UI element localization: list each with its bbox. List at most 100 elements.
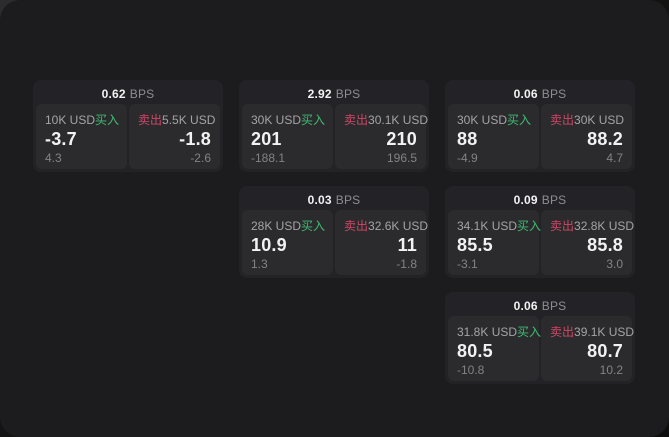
bps-header: 0.03 BPS (242, 189, 426, 210)
sell-amount: 30K USD (574, 112, 625, 127)
buy-amount: 10K USD (45, 112, 96, 127)
buy-panel-top: 31.8K USD 买入 (457, 323, 541, 340)
buy-panel-top: 34.1K USD 买入 (457, 217, 541, 234)
sell-panel-top: 卖出 30K USD (550, 111, 625, 128)
sell-panel-top: 卖出 30.1K USD (344, 111, 428, 128)
buy-price: 80.5 (457, 341, 493, 361)
quote-card-grid: 0.62 BPS 10K USD 买入 -3.7 4.3 卖出 5.5K USD (33, 80, 635, 384)
buy-label: 买入 (301, 219, 326, 233)
sell-price: 80.7 (587, 341, 623, 361)
buy-label: 买入 (301, 113, 326, 127)
sell-label: 卖出 (138, 113, 163, 127)
sell-price: 85.8 (587, 235, 623, 255)
quote-panels: 30K USD 买入 201 -188.1 卖出 30.1K USD 210 1… (242, 104, 428, 169)
buy-label: 买入 (95, 113, 120, 127)
bps-unit: BPS (335, 86, 361, 101)
sell-delta: -2.6 (190, 150, 211, 165)
sell-price: 210 (386, 129, 417, 149)
bps-header: 0.09 BPS (448, 189, 632, 210)
bps-unit: BPS (541, 86, 567, 101)
buy-panel[interactable]: 30K USD 买入 201 -188.1 (242, 104, 333, 169)
sell-panel-top: 卖出 39.1K USD (550, 323, 634, 340)
buy-panel-top: 30K USD 买入 (251, 111, 326, 128)
quote-card: 0.09 BPS 34.1K USD 买入 85.5 -3.1 卖出 32.8K… (445, 186, 635, 278)
sell-price: 11 (397, 235, 417, 255)
buy-label: 买入 (517, 219, 542, 233)
sell-panel[interactable]: 卖出 30K USD 88.2 4.7 (541, 104, 632, 169)
sell-amount: 39.1K USD (574, 324, 635, 339)
bps-unit: BPS (129, 86, 155, 101)
bps-header: 0.06 BPS (448, 295, 632, 316)
buy-panel-top: 28K USD 买入 (251, 217, 326, 234)
bps-unit: BPS (541, 298, 567, 313)
bps-value: 0.06 (513, 86, 538, 101)
buy-amount: 31.8K USD (457, 324, 518, 339)
quote-panels: 10K USD 买入 -3.7 4.3 卖出 5.5K USD -1.8 -2.… (36, 104, 220, 169)
quote-panels: 34.1K USD 买入 85.5 -3.1 卖出 32.8K USD 85.8… (448, 210, 635, 275)
buy-panel[interactable]: 10K USD 买入 -3.7 4.3 (36, 104, 127, 169)
buy-amount: 30K USD (251, 112, 302, 127)
buy-delta: -188.1 (251, 150, 286, 165)
buy-amount: 28K USD (251, 218, 302, 233)
sell-panel[interactable]: 卖出 32.8K USD 85.8 3.0 (541, 210, 635, 275)
sell-delta: 10.2 (599, 362, 623, 377)
sell-label: 卖出 (550, 219, 575, 233)
quote-panels: 30K USD 买入 88 -4.9 卖出 30K USD 88.2 4.7 (448, 104, 632, 169)
buy-price: 201 (251, 129, 282, 149)
buy-price: 85.5 (457, 235, 493, 255)
bps-unit: BPS (335, 192, 361, 207)
bps-value: 2.92 (307, 86, 332, 101)
bps-unit: BPS (541, 192, 567, 207)
sell-delta: -1.8 (396, 256, 417, 271)
quote-panels: 31.8K USD 买入 80.5 -10.8 卖出 39.1K USD 80.… (448, 316, 634, 381)
buy-delta: -10.8 (457, 362, 485, 377)
quote-card: 0.06 BPS 31.8K USD 买入 80.5 -10.8 卖出 39.1… (445, 292, 635, 384)
sell-panel[interactable]: 卖出 39.1K USD 80.7 10.2 (541, 316, 634, 381)
sell-label: 卖出 (344, 219, 369, 233)
sell-amount: 32.8K USD (574, 218, 635, 233)
buy-label: 买入 (507, 113, 532, 127)
bps-value: 0.62 (101, 86, 126, 101)
sell-amount: 5.5K USD (162, 112, 216, 127)
buy-panel[interactable]: 31.8K USD 买入 80.5 -10.8 (448, 316, 541, 381)
buy-delta: 4.3 (45, 150, 62, 165)
buy-panel[interactable]: 28K USD 买入 10.9 1.3 (242, 210, 333, 275)
sell-delta: 196.5 (386, 150, 417, 165)
bps-value: 0.03 (307, 192, 332, 207)
sell-amount: 32.6K USD (368, 218, 429, 233)
sell-label: 卖出 (550, 325, 575, 339)
sell-delta: 4.7 (606, 150, 623, 165)
quote-card: 2.92 BPS 30K USD 买入 201 -188.1 卖出 30.1K … (239, 80, 429, 172)
bps-header: 2.92 BPS (242, 83, 426, 104)
bps-value: 0.06 (513, 298, 538, 313)
sell-amount: 30.1K USD (368, 112, 429, 127)
buy-price: 10.9 (251, 235, 287, 255)
buy-amount: 34.1K USD (457, 218, 518, 233)
sell-price: 88.2 (587, 129, 623, 149)
buy-panel[interactable]: 34.1K USD 买入 85.5 -3.1 (448, 210, 541, 275)
buy-panel[interactable]: 30K USD 买入 88 -4.9 (448, 104, 539, 169)
buy-label: 买入 (517, 325, 542, 339)
sell-panel[interactable]: 卖出 5.5K USD -1.8 -2.6 (129, 104, 220, 169)
quote-panels: 28K USD 买入 10.9 1.3 卖出 32.6K USD 11 -1.8 (242, 210, 429, 275)
sell-panel[interactable]: 卖出 30.1K USD 210 196.5 (335, 104, 428, 169)
quote-card: 0.03 BPS 28K USD 买入 10.9 1.3 卖出 32.6K US… (239, 186, 429, 278)
buy-panel-top: 30K USD 买入 (457, 111, 532, 128)
buy-panel-top: 10K USD 买入 (45, 111, 120, 128)
sell-label: 卖出 (550, 113, 575, 127)
buy-amount: 30K USD (457, 112, 508, 127)
buy-delta: 1.3 (251, 256, 268, 271)
sell-panel[interactable]: 卖出 32.6K USD 11 -1.8 (335, 210, 429, 275)
sell-panel-top: 卖出 5.5K USD (138, 111, 215, 128)
quote-card: 0.06 BPS 30K USD 买入 88 -4.9 卖出 30K USD (445, 80, 635, 172)
sell-delta: 3.0 (606, 256, 623, 271)
sell-label: 卖出 (344, 113, 369, 127)
sell-price: -1.8 (179, 129, 211, 149)
bps-header: 0.06 BPS (448, 83, 632, 104)
buy-delta: -3.1 (457, 256, 478, 271)
buy-price: -3.7 (45, 129, 77, 149)
bps-header: 0.62 BPS (36, 83, 220, 104)
buy-price: 88 (457, 129, 478, 149)
buy-delta: -4.9 (457, 150, 478, 165)
